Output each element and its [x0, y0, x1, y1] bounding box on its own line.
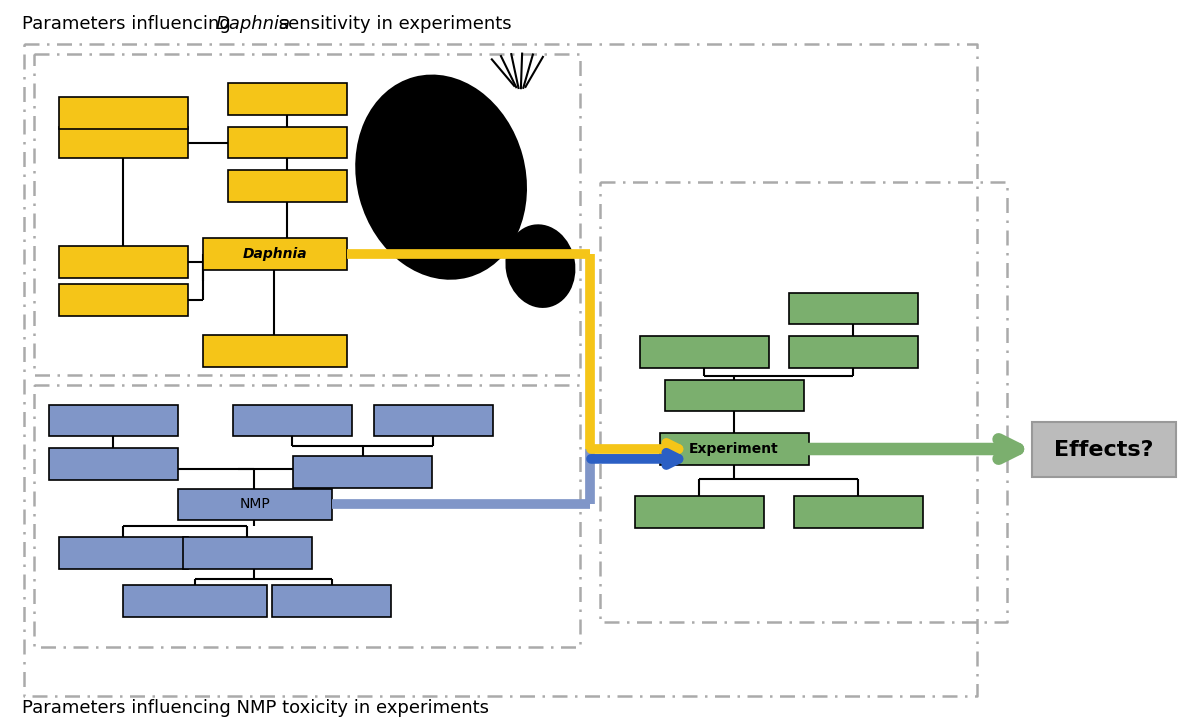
Text: Parameters influencing NMP toxicity in experiments: Parameters influencing NMP toxicity in e…: [22, 699, 490, 717]
Bar: [124, 585, 268, 617]
Bar: [228, 84, 347, 115]
Bar: [59, 537, 188, 569]
Bar: [182, 537, 312, 569]
Bar: [203, 238, 347, 270]
Bar: [665, 379, 804, 411]
Bar: [203, 335, 347, 367]
Bar: [59, 246, 188, 278]
Bar: [793, 497, 923, 528]
Text: sensitivity in experiments: sensitivity in experiments: [274, 15, 512, 33]
Bar: [49, 404, 178, 436]
Bar: [600, 182, 1007, 622]
Bar: [59, 284, 188, 316]
Bar: [788, 293, 918, 324]
Ellipse shape: [355, 75, 527, 280]
Bar: [178, 489, 332, 521]
Bar: [272, 585, 391, 617]
Bar: [233, 404, 352, 436]
Bar: [59, 97, 188, 129]
Text: Experiment: Experiment: [689, 442, 779, 456]
Bar: [293, 456, 432, 488]
Bar: [49, 448, 178, 480]
Bar: [24, 44, 977, 696]
Text: NMP: NMP: [240, 497, 270, 511]
Bar: [34, 54, 580, 375]
Bar: [228, 170, 347, 202]
Text: Effects?: Effects?: [1055, 440, 1153, 459]
Bar: [635, 497, 764, 528]
Bar: [59, 126, 188, 158]
Bar: [34, 385, 580, 647]
Bar: [660, 433, 809, 465]
Bar: [373, 404, 493, 436]
Text: Daphnia: Daphnia: [216, 15, 290, 33]
Text: Daphnia: Daphnia: [242, 247, 307, 261]
Ellipse shape: [505, 225, 576, 308]
Text: Parameters influencing: Parameters influencing: [22, 15, 236, 33]
Bar: [640, 337, 769, 368]
Bar: [1032, 422, 1176, 477]
Bar: [788, 337, 918, 368]
Bar: [228, 126, 347, 158]
